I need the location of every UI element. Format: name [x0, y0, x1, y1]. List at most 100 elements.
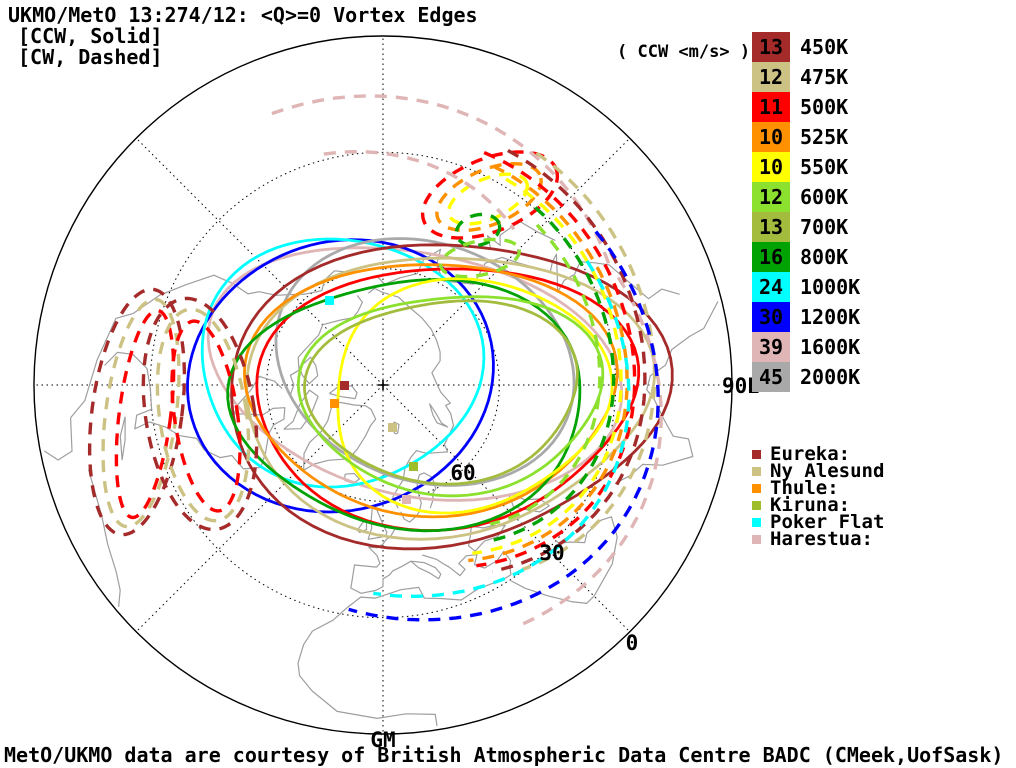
station-color-swatch: [752, 450, 761, 459]
legend-level-label: 525K: [800, 125, 849, 149]
map-label-gm: GM: [370, 728, 395, 752]
vortex-edge-600K-cw-e-dashed: [489, 223, 602, 526]
vortex-edge-450K-cw-wB-dashed: [141, 296, 259, 532]
station-name-label: Kiruna:: [770, 494, 851, 516]
coastline-adriatic-greece-levant: [422, 550, 512, 580]
legend-row: 12 600K: [752, 182, 860, 212]
station-marker-kiruna: [409, 462, 418, 471]
vortex-edge-700K-ccw-solid: [303, 299, 579, 486]
legend-swatch: 12: [752, 62, 790, 92]
station-name-label: Poker Flat: [770, 511, 885, 533]
coastline-cuba: [119, 416, 126, 461]
station-marker-poker-flat: [325, 296, 334, 305]
map-label-30: 30: [539, 541, 564, 565]
graticule-meridian-45: [382, 384, 631, 633]
graticule-meridian-225: [135, 137, 384, 386]
station-item: Harestua:: [752, 528, 884, 550]
legend-level-label: 800K: [800, 245, 849, 269]
station-color-swatch: [752, 484, 761, 493]
coastline-europe-med: [350, 527, 442, 594]
page-title: UKMO/MetO 13:274/12: <Q>=0 Vortex Edges: [8, 3, 478, 27]
station-name-label: Eureka:: [770, 443, 851, 465]
coastline-baffin-island: [283, 389, 319, 430]
station-name-label: Ny Alesund: [770, 460, 885, 482]
coastline-scandinavia-siberia: [368, 287, 455, 509]
station-name-label: Thule:: [770, 477, 839, 499]
coastline-novaya-zemlya: [429, 403, 449, 428]
legend-row: 10 550K: [752, 152, 860, 182]
legend-swatch: 45: [752, 362, 790, 392]
vortex-edge-600K-ccw-solid: [296, 295, 605, 498]
station-marker-harestua: [402, 495, 411, 504]
vortex-edge-1600K-ccw-solid: [206, 246, 624, 502]
map-boundary-circle: [33, 35, 733, 735]
legend-swatch: 39: [752, 332, 790, 362]
station-marker-thule: [330, 399, 339, 408]
legend-swatch: 24: [752, 272, 790, 302]
vortex-edge-475K-cw-wB-dashed: [155, 307, 251, 523]
vortex-edge-800K-ccw-solid: [226, 278, 582, 533]
station-color-swatch: [752, 535, 761, 544]
vortex-edge-1000K-cw-dashed: [373, 260, 631, 598]
legend-row: 16 800K: [752, 242, 860, 272]
vortex-edge-1000K-ccw-solid: [200, 237, 486, 489]
legend-swatch: 12: [752, 182, 790, 212]
vortex-edge-525K-cw-e-dashed: [468, 164, 629, 563]
coastline-alaska-arctic: [289, 295, 363, 395]
coastline-red-sea-arabia: [509, 516, 618, 604]
legend-swatch: 30: [752, 302, 790, 332]
title-ccw-solid-note: [CCW, Solid]: [18, 24, 163, 48]
credit-footer: MetO/UKMO data are courtesy of British A…: [4, 743, 1004, 767]
legend-row: 39 1600K: [752, 332, 860, 362]
vortex-edge-450K-ccw-solid: [230, 243, 674, 551]
vortex-edge-475K-cw-e-dashed: [521, 151, 657, 572]
legend-row: 12 475K: [752, 62, 860, 92]
station-color-swatch: [752, 518, 761, 527]
legend-swatch: 10: [752, 152, 790, 182]
legend-swatch: 13: [752, 212, 790, 242]
coastline-na-pacific: [43, 270, 353, 461]
legend-level-label: 1200K: [800, 305, 861, 329]
legend-row: 24 1000K: [752, 272, 860, 302]
station-item: Ny Alesund: [752, 460, 885, 482]
legend-level-label: 700K: [800, 215, 849, 239]
legend-row: 13 450K: [752, 32, 860, 62]
vortex-edge-550K-cw-e-dashed: [472, 177, 623, 555]
station-item: Eureka:: [752, 443, 884, 465]
legend-swatch: 16: [752, 242, 790, 272]
legend-swatch: 13: [752, 32, 790, 62]
station-marker-ny-alesund: [388, 423, 397, 432]
station-color-swatch: [752, 467, 761, 476]
station-color-swatch: [752, 501, 761, 510]
station-list: Eureka: Ny Alesund Thule: Kiruna: Poker Flat…: [752, 443, 885, 550]
vortex-edge-525K-ccw-solid: [242, 263, 619, 519]
legend-header: ( CCW <m/s> ): [617, 42, 751, 62]
coastline-ireland: [356, 519, 368, 534]
station-item: Poker Flat: [752, 511, 885, 533]
legend-row: 30 1200K: [752, 302, 860, 332]
title-cw-dashed-note: [CW, Dashed]: [18, 45, 163, 69]
legend-level-label: 550K: [800, 155, 849, 179]
coastline-victoria-island: [299, 356, 319, 385]
legend-level-label: 500K: [800, 95, 849, 119]
graticule-meridian-315: [135, 384, 384, 633]
vortex-edge-550K-ccw-solid: [336, 277, 614, 515]
vortex-edge-500K-cw-wB-dashed: [170, 319, 242, 513]
legend-row: 10 525K: [752, 122, 860, 152]
station-marker-eureka: [340, 381, 349, 390]
station-name-label: Harestua:: [770, 528, 873, 550]
graticule-meridian-135: [382, 137, 631, 386]
vortex-edge-500K-cw-wA-dashed: [114, 308, 176, 520]
vortex-edge-1600K-cw-e-dashed: [522, 276, 663, 626]
legend-level-label: 2000K: [800, 365, 861, 389]
legend-level-label: 1600K: [800, 335, 861, 359]
vortex-edge-525K-cw-ne-dashed: [435, 161, 543, 233]
legend: 13 450K 12 475K 11 500K 10 525K 10 550K 12 600K 13 70…: [752, 32, 860, 392]
map-label-0: 0: [626, 631, 639, 655]
legend-level-label: 475K: [800, 65, 849, 89]
pole-cross-marker: [378, 380, 388, 390]
vortex-edge-500K-cw-e-dashed: [476, 151, 637, 568]
legend-row: 45 2000K: [752, 362, 860, 392]
coastline-africa-north-west: [297, 578, 505, 726]
